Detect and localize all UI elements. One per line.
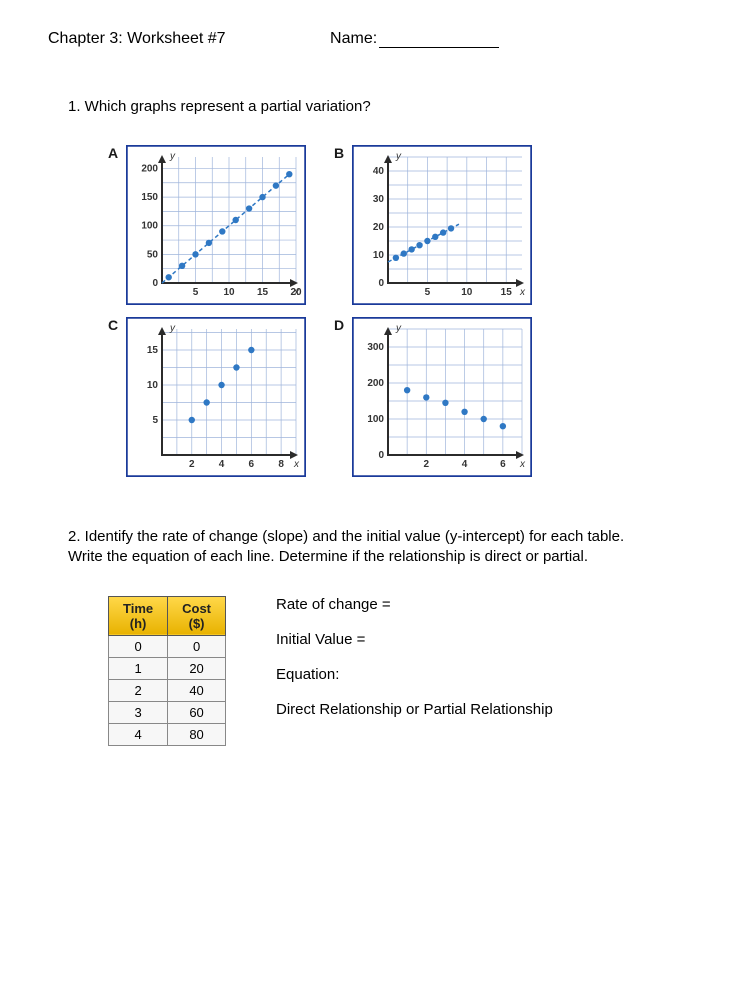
initial-value-label: Initial Value = xyxy=(276,631,553,648)
cell-time: 4 xyxy=(109,723,168,745)
svg-text:20: 20 xyxy=(290,287,302,298)
svg-text:10: 10 xyxy=(147,380,159,391)
chart-b: By x 5 10 15 10 20 30 40 0 xyxy=(334,145,532,305)
svg-text:10: 10 xyxy=(223,287,235,298)
chart-a: Ayx5101520501001502000 xyxy=(108,145,306,305)
answer-prompts: Rate of change = Initial Value = Equatio… xyxy=(276,596,553,736)
chart-letter: C xyxy=(108,317,122,333)
svg-text:30: 30 xyxy=(373,194,385,205)
svg-text:50: 50 xyxy=(147,249,159,260)
svg-text:10: 10 xyxy=(461,287,473,298)
svg-text:6: 6 xyxy=(249,459,255,470)
cell-time: 0 xyxy=(109,635,168,657)
question-2: 2. Identify the rate of change (slope) a… xyxy=(68,527,628,568)
table-row: 00 xyxy=(109,635,226,657)
svg-text:100: 100 xyxy=(367,414,384,425)
chart-d: Dy x 2 4 6 100 200 300 0 xyxy=(334,317,532,477)
cell-cost: 0 xyxy=(168,635,226,657)
svg-text:2: 2 xyxy=(189,459,195,470)
svg-text:5: 5 xyxy=(152,415,158,426)
question-1: 1. Which graphs represent a partial vari… xyxy=(68,98,688,115)
name-label: Name: xyxy=(330,30,377,48)
chart-letter: D xyxy=(334,317,348,333)
table-row: 240 xyxy=(109,679,226,701)
svg-text:200: 200 xyxy=(367,378,384,389)
col-cost-header: Cost($) xyxy=(168,596,226,635)
svg-text:20: 20 xyxy=(373,222,385,233)
svg-text:5: 5 xyxy=(425,287,431,298)
svg-text:x: x xyxy=(519,287,526,298)
svg-text:y: y xyxy=(169,151,176,162)
svg-text:4: 4 xyxy=(219,459,225,470)
svg-text:0: 0 xyxy=(378,278,384,289)
chart-c: Cy x 2 4 6 8 5 10 15 xyxy=(108,317,306,477)
chart-letter: B xyxy=(334,145,348,161)
svg-text:y: y xyxy=(169,323,176,334)
svg-text:y: y xyxy=(395,151,402,162)
svg-text:300: 300 xyxy=(367,342,384,353)
cell-time: 1 xyxy=(109,657,168,679)
svg-text:15: 15 xyxy=(147,345,159,356)
equation-label: Equation: xyxy=(276,666,553,683)
svg-text:x: x xyxy=(293,459,300,470)
charts-grid: Ayx5101520501001502000Byx51015102030400C… xyxy=(108,145,688,477)
col-time-header: Time(h) xyxy=(109,596,168,635)
svg-text:15: 15 xyxy=(501,287,513,298)
name-blank xyxy=(379,47,499,48)
svg-text:0: 0 xyxy=(152,278,158,289)
svg-text:10: 10 xyxy=(373,250,385,261)
data-table: Time(h) Cost($) 00120240360480 xyxy=(108,596,226,746)
svg-text:4: 4 xyxy=(462,459,468,470)
svg-text:40: 40 xyxy=(373,166,385,177)
cell-cost: 20 xyxy=(168,657,226,679)
worksheet-header: Chapter 3: Worksheet #7 Name: xyxy=(48,30,688,48)
svg-text:8: 8 xyxy=(278,459,284,470)
cell-cost: 80 xyxy=(168,723,226,745)
svg-text:100: 100 xyxy=(141,221,158,232)
relationship-label: Direct Relationship or Partial Relations… xyxy=(276,701,553,718)
svg-text:x: x xyxy=(519,459,526,470)
cell-time: 2 xyxy=(109,679,168,701)
table-row: 480 xyxy=(109,723,226,745)
cell-time: 3 xyxy=(109,701,168,723)
svg-text:5: 5 xyxy=(193,287,199,298)
rate-of-change-label: Rate of change = xyxy=(276,596,553,613)
cell-cost: 60 xyxy=(168,701,226,723)
cell-cost: 40 xyxy=(168,679,226,701)
svg-text:200: 200 xyxy=(141,163,158,174)
table-row: 360 xyxy=(109,701,226,723)
svg-text:y: y xyxy=(395,323,402,334)
svg-text:150: 150 xyxy=(141,192,158,203)
svg-text:0: 0 xyxy=(378,450,384,461)
chapter-title: Chapter 3: Worksheet #7 xyxy=(48,30,226,48)
svg-text:15: 15 xyxy=(257,287,269,298)
chart-letter: A xyxy=(108,145,122,161)
svg-text:6: 6 xyxy=(500,459,506,470)
svg-text:2: 2 xyxy=(424,459,430,470)
table-row: 120 xyxy=(109,657,226,679)
